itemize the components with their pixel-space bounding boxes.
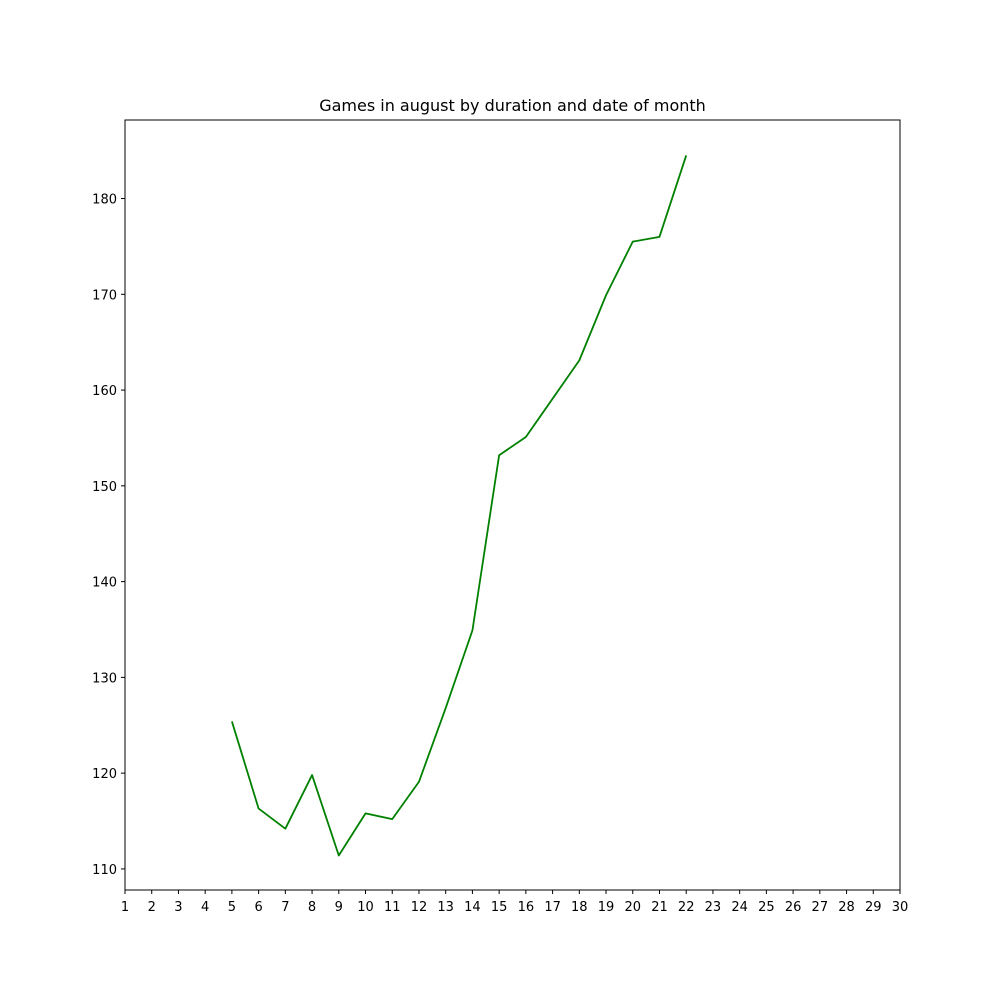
x-tick-label: 26 <box>785 900 802 915</box>
y-tick-label: 130 <box>92 671 117 686</box>
x-tick-label: 15 <box>491 900 508 915</box>
x-tick-label: 6 <box>254 900 262 915</box>
x-tick-label: 3 <box>174 900 182 915</box>
y-tick-label: 140 <box>92 576 117 591</box>
x-tick-label: 13 <box>437 900 454 915</box>
y-tick-label: 150 <box>92 480 117 495</box>
y-tick-label: 180 <box>92 193 117 208</box>
series-line <box>231 155 688 857</box>
x-tick-label: 4 <box>201 900 209 915</box>
x-tick-label: 7 <box>281 900 289 915</box>
x-tick-label: 22 <box>678 900 695 915</box>
x-tick-label: 16 <box>518 900 535 915</box>
x-tick-label: 17 <box>544 900 561 915</box>
y-axis: 110 120 130 140 150 160 170 180 <box>92 193 125 878</box>
x-tick-label: 21 <box>651 900 668 915</box>
x-tick-label: 18 <box>571 900 588 915</box>
y-tick-label: 110 <box>92 863 117 878</box>
x-tick-label: 9 <box>335 900 343 915</box>
x-tick-label: 8 <box>308 900 316 915</box>
x-tick-label: 24 <box>731 900 748 915</box>
x-tick-label: 25 <box>758 900 775 915</box>
y-tick-label: 170 <box>92 288 117 303</box>
x-tick-label: 10 <box>357 900 374 915</box>
x-tick-label: 12 <box>411 900 428 915</box>
x-tick-label: 11 <box>384 900 401 915</box>
x-tick-label: 29 <box>865 900 882 915</box>
x-tick-label: 2 <box>148 900 156 915</box>
x-tick-label: 5 <box>228 900 236 915</box>
x-tick-label: 20 <box>624 900 641 915</box>
x-tick-label: 30 <box>892 900 909 915</box>
x-tick-label: 23 <box>705 900 722 915</box>
y-tick-label: 120 <box>92 767 117 782</box>
x-axis: 1 2 3 4 5 6 7 8 9 10 11 12 13 14 15 16 17 18 19 20 21 22 23 24 2… <box>121 890 908 915</box>
x-tick-label: 28 <box>838 900 855 915</box>
x-tick-label: 27 <box>812 900 829 915</box>
x-tick-label: 1 <box>121 900 129 915</box>
x-tick-label: 14 <box>464 900 481 915</box>
y-tick-label: 160 <box>92 384 117 399</box>
plot-frame <box>124 119 901 891</box>
plot-area <box>231 155 688 857</box>
x-tick-label: 19 <box>598 900 615 915</box>
chart-title: Games in august by duration and date of … <box>319 96 706 115</box>
